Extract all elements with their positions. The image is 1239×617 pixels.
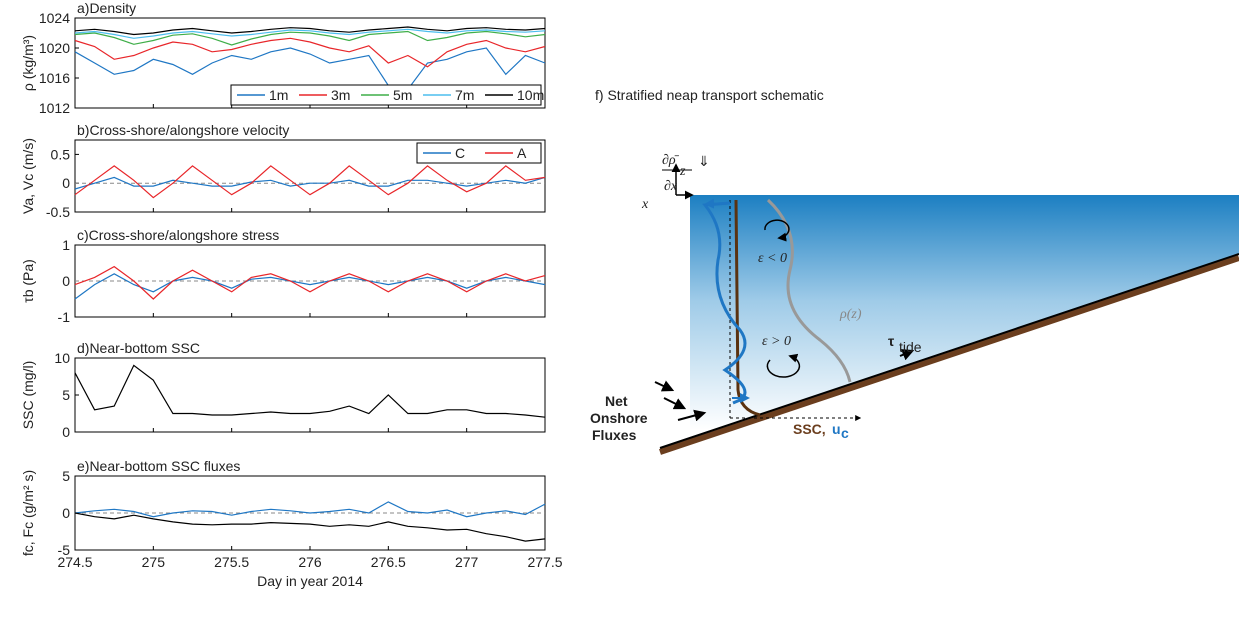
x-axis-label: Day in year 2014	[257, 573, 363, 589]
data-line	[74, 47, 546, 90]
y-tick-label: 1016	[39, 70, 70, 86]
x-tick-label: 275	[142, 554, 166, 570]
y-tick-label: 1012	[39, 100, 70, 116]
legend-label: 3m	[331, 87, 350, 103]
data-line	[74, 273, 546, 300]
y-axis-label: τb (Pa)	[20, 259, 36, 303]
legend-label: A	[517, 145, 527, 161]
x-tick-label: 276	[298, 554, 322, 570]
label: Fluxes	[592, 427, 637, 443]
y-axis-label: fc, Fc (g/m² s)	[20, 470, 36, 556]
label: tide	[899, 339, 922, 355]
data-line	[74, 28, 546, 39]
y-tick-label: 0	[62, 175, 70, 191]
legend-label: 7m	[455, 87, 474, 103]
y-tick-label: -1	[58, 309, 71, 325]
label: τ	[888, 333, 895, 349]
label: z	[679, 164, 686, 179]
y-tick-label: -0.5	[46, 204, 70, 220]
y-tick-label: 0	[62, 424, 70, 440]
data-line	[74, 512, 546, 542]
label: ⇓	[698, 153, 710, 169]
data-line	[74, 37, 546, 68]
y-tick-label: 5	[62, 387, 70, 403]
charts: a)Density ρ (kg/m³)1012 1016 1020 1024 1m 3m 5m…	[20, 0, 563, 589]
plot-frame	[74, 357, 546, 433]
legend-box	[416, 142, 542, 164]
data-line	[74, 176, 546, 190]
label: Onshore	[590, 410, 648, 426]
label: ∂x	[664, 179, 678, 194]
y-tick-label: 5	[62, 468, 70, 484]
flux-arrow	[663, 397, 687, 410]
panel-title: d)Near-bottom SSC	[77, 340, 200, 356]
seabed	[659, 255, 1239, 455]
legend-label: C	[455, 145, 465, 161]
stress-arrow	[899, 349, 915, 361]
flux-arrow	[654, 380, 675, 392]
y-tick-label: 10	[54, 350, 70, 366]
data-line	[74, 501, 546, 518]
velocity-profile	[702, 201, 747, 405]
data-line	[74, 26, 546, 36]
y-tick-label: 0	[62, 273, 70, 289]
legend-label: 5m	[393, 87, 412, 103]
y-tick-label: 1	[62, 237, 70, 253]
x-tick-label: 275.5	[214, 554, 249, 570]
x-tick-label: 277.5	[527, 554, 562, 570]
x-tick-label: 277	[455, 554, 479, 570]
data-line	[74, 165, 546, 199]
y-axis-label: ρ (kg/m³)	[20, 35, 36, 91]
velocity-arrow	[704, 198, 729, 209]
eddy	[766, 353, 801, 378]
label: x	[641, 197, 649, 212]
y-tick-label: 0	[62, 505, 70, 521]
x-tick-label: 274.5	[57, 554, 92, 570]
water	[690, 195, 1239, 430]
seabed-edge	[659, 253, 1239, 449]
y-tick-label: 0.5	[51, 146, 71, 162]
label: Net	[605, 393, 628, 409]
y-tick-label: -5	[58, 542, 71, 558]
label: ∂ρ̄	[662, 153, 680, 168]
panel-title: a)Density	[77, 0, 136, 16]
legend-label: 1m	[269, 87, 288, 103]
data-line	[74, 265, 546, 300]
label: c	[841, 425, 849, 441]
panel-title: c)Cross-shore/alongshore stress	[77, 227, 279, 243]
y-axis-label: Va, Vc (m/s)	[20, 138, 36, 214]
y-axis-label: SSC (mg/l)	[20, 361, 36, 429]
legend-label: 10m	[517, 87, 544, 103]
ssc-profile	[734, 199, 761, 417]
panel-title: b)Cross-shore/alongshore velocity	[77, 122, 289, 138]
label: ε > 0	[762, 334, 791, 349]
label: u	[832, 421, 841, 437]
label: ρ(z)	[839, 307, 862, 322]
y-tick-label: 1024	[39, 10, 70, 26]
x-tick-label: 276.5	[371, 554, 406, 570]
schematic-title: f) Stratified neap transport schematic	[595, 87, 824, 103]
flux-arrow	[677, 409, 707, 422]
eddy	[764, 219, 790, 242]
panel-title: e)Near-bottom SSC fluxes	[77, 458, 240, 474]
schematic: f) Stratified neap transport schematic ∂…	[590, 87, 1239, 455]
data-line	[74, 30, 546, 46]
y-tick-label: 1020	[39, 40, 70, 56]
label: ε < 0	[758, 251, 787, 266]
data-line	[74, 364, 546, 418]
label: SSC,	[793, 421, 826, 437]
